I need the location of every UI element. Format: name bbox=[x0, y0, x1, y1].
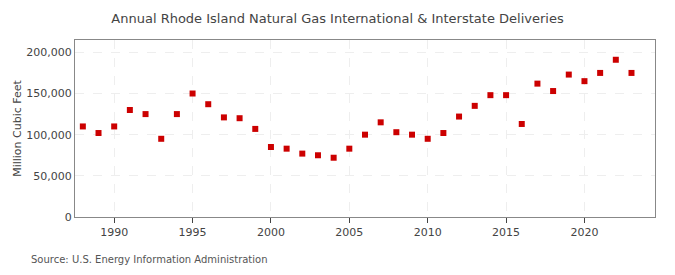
svg-text:Annual Rhode Island Natural Ga: Annual Rhode Island Natural Gas Internat… bbox=[111, 11, 564, 26]
svg-text:150,000: 150,000 bbox=[26, 87, 72, 100]
svg-text:50,000: 50,000 bbox=[33, 170, 72, 183]
svg-text:2005: 2005 bbox=[335, 226, 363, 239]
svg-text:200,000: 200,000 bbox=[26, 46, 72, 59]
svg-text:1990: 1990 bbox=[100, 226, 128, 239]
svg-text:100,000: 100,000 bbox=[26, 129, 72, 142]
svg-text:Million Cubic Feet: Million Cubic Feet bbox=[11, 79, 24, 176]
svg-text:0: 0 bbox=[65, 211, 72, 224]
svg-text:2015: 2015 bbox=[492, 226, 520, 239]
svg-text:2010: 2010 bbox=[414, 226, 442, 239]
svg-text:1995: 1995 bbox=[179, 226, 207, 239]
svg-text:2020: 2020 bbox=[570, 226, 598, 239]
svg-text:2000: 2000 bbox=[257, 226, 285, 239]
svg-text:Source: U.S. Energy Informatio: Source: U.S. Energy Information Administ… bbox=[31, 254, 268, 265]
